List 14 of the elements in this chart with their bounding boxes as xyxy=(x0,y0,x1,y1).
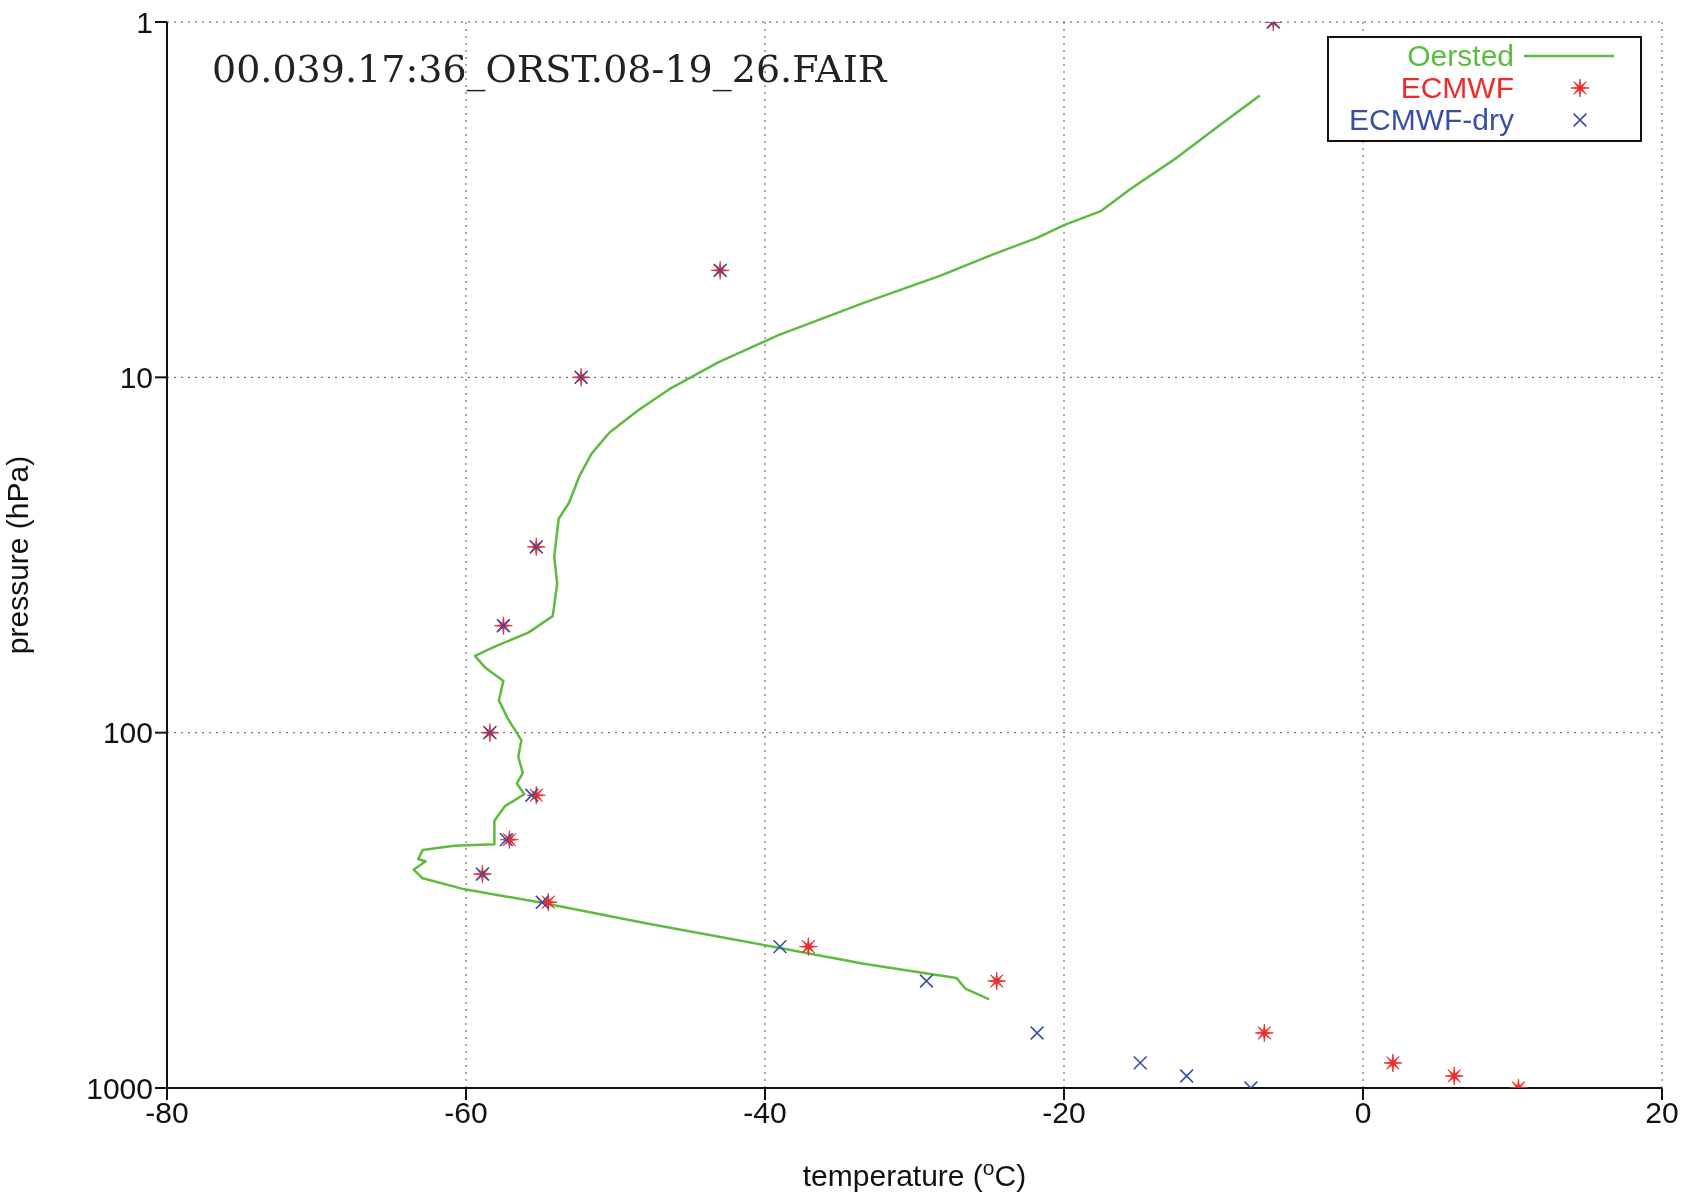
y-tick-label: 100 xyxy=(102,716,153,750)
x-tick-label: -40 xyxy=(743,1096,787,1130)
legend-label: ECMWF xyxy=(1399,71,1514,104)
x-tick-label: -60 xyxy=(444,1096,488,1130)
legend-label: ECMWF-dry xyxy=(1348,103,1514,136)
x-tick-label: -20 xyxy=(1042,1096,1086,1130)
y-tick-label: 1 xyxy=(136,5,153,39)
x-tick-label: 0 xyxy=(1354,1096,1372,1130)
x-axis-title: temperature ($^{o}$C) xyxy=(802,1155,1027,1192)
text: 00.039.17:36_ORST.08-19_26.FAIR xyxy=(212,47,888,92)
legend-label: Oersted xyxy=(1406,39,1514,72)
y-tick-label: 10 xyxy=(119,360,153,394)
x-tick-label: 20 xyxy=(1645,1096,1679,1130)
y-axis-title: pressure (hPa) xyxy=(1,455,34,655)
